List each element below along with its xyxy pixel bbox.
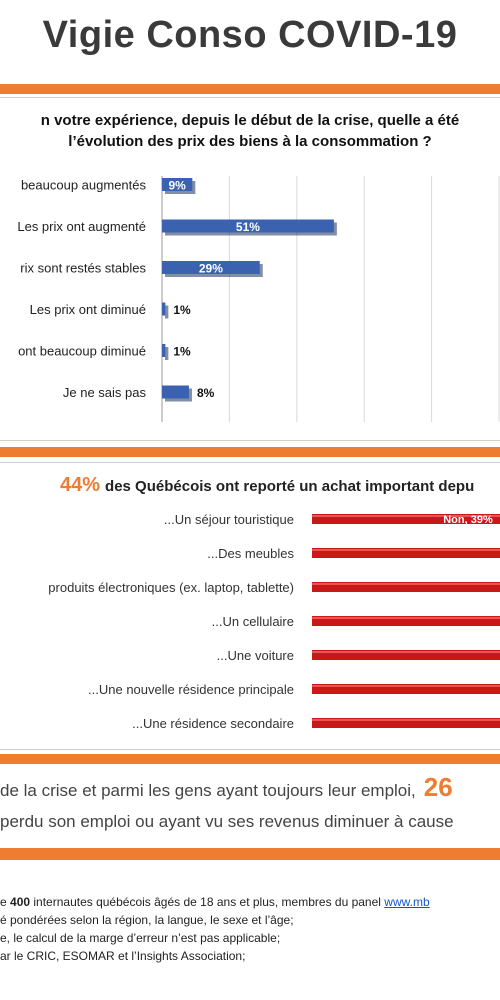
data-label: 29% (199, 262, 223, 276)
footer-line-2: é pondérées selon la région, la langue, … (0, 913, 294, 927)
bar-highlight (312, 685, 500, 687)
orange-divider-bottom (0, 848, 500, 860)
bar (312, 514, 500, 524)
data-label: 8% (197, 386, 215, 400)
purchase-headline: 44% des Québécois ont reporté un achat im… (60, 474, 500, 497)
category-label: rix sont restés stables (20, 261, 146, 276)
question-line-1: n votre expérience, depuis le début de l… (40, 112, 460, 129)
category-label: ...Un séjour touristique (164, 512, 294, 527)
chart-panel-purchases (0, 462, 500, 750)
footer-line-3: e, le calcul de la marge d’erreur n’est … (0, 931, 281, 945)
bar-shadow (165, 305, 169, 319)
employment-line-1: de la crise et parmi les gens ayant touj… (0, 772, 453, 803)
bar-highlight (312, 651, 500, 653)
footer-line-1-start: e (0, 895, 11, 909)
employment-percent: 26 (423, 772, 453, 802)
employment-line-2: perdu son emploi ou ayant vu ses revenus… (0, 812, 454, 832)
postponed-purchases-chart: ...Un séjour touristique Non, 39% ...Des m… (48, 512, 500, 731)
category-label: Je ne sais pas (63, 385, 147, 400)
sample-size: 400 (10, 895, 31, 909)
category-label: Les prix ont augmenté (17, 219, 146, 234)
bar (162, 178, 193, 191)
category-label: beaucoup augmentés (21, 178, 147, 193)
bar-highlight (312, 515, 500, 517)
category-label: produits électroniques (ex. laptop, tabl… (48, 580, 294, 595)
footer-line-1-mid: internautes québécois âgés de 18 ans et … (30, 895, 385, 909)
question-line-2: l’évolution des prix des biens à la cons… (68, 133, 432, 150)
data-label: 9% (168, 179, 186, 193)
page-title: Vigie Conso COVID-19 (42, 14, 458, 56)
orange-divider-middle (0, 447, 500, 457)
category-label: ...Une résidence secondaire (132, 716, 294, 731)
bar (312, 616, 500, 626)
bar (312, 718, 500, 728)
question-text: n votre expérience, depuis le début de l… (0, 110, 500, 152)
orange-divider-top (0, 84, 500, 94)
price-evolution-chart: beaucoup augmentés 9% Les prix ont augment… (17, 176, 500, 422)
data-label: 1% (173, 303, 191, 317)
employment-line-1-text: de la crise et parmi les gens ayant touj… (0, 781, 416, 800)
bar (162, 385, 189, 399)
bar (312, 650, 500, 660)
methodology-notes: e 400 internautes québécois âgés de 18 a… (0, 893, 500, 965)
bar (312, 582, 500, 592)
category-label: ...Une nouvelle résidence principale (88, 682, 294, 697)
category-label: Les prix ont diminué (30, 302, 146, 317)
category-label: ont beaucoup diminué (18, 344, 146, 359)
bar (312, 684, 500, 694)
headline-percent: 44% (60, 474, 101, 496)
bar-highlight (312, 583, 500, 585)
data-label: 1% (173, 345, 191, 359)
bar-highlight (312, 617, 500, 619)
category-label: ...Une voiture (217, 648, 294, 663)
data-label: 51% (236, 220, 260, 234)
bar (162, 302, 166, 316)
panel-link[interactable]: www.mb (384, 895, 430, 909)
bar-highlight (312, 719, 500, 721)
footer-line-4: ar le CRIC, ESOMAR et l’Insights Associa… (0, 949, 246, 963)
footer-line-1: e 400 internautes québécois âgés de 18 a… (0, 893, 500, 911)
category-label: ...Des meubles (207, 546, 294, 561)
category-label: ...Un cellulaire (212, 614, 294, 629)
data-label: Non, 39% (443, 514, 493, 526)
employment-band: de la crise et parmi les gens ayant touj… (0, 764, 500, 840)
bar-highlight (312, 549, 500, 551)
employment-line-2-text: perdu son emploi ou ayant vu ses revenus… (0, 812, 454, 831)
orange-divider-lower (0, 754, 500, 764)
bar (162, 261, 260, 274)
bar-shadow (165, 347, 169, 360)
bar (162, 219, 334, 233)
bar (162, 344, 166, 357)
bar (312, 548, 500, 558)
headline-text: des Québécois ont reporté un achat impor… (105, 478, 475, 495)
